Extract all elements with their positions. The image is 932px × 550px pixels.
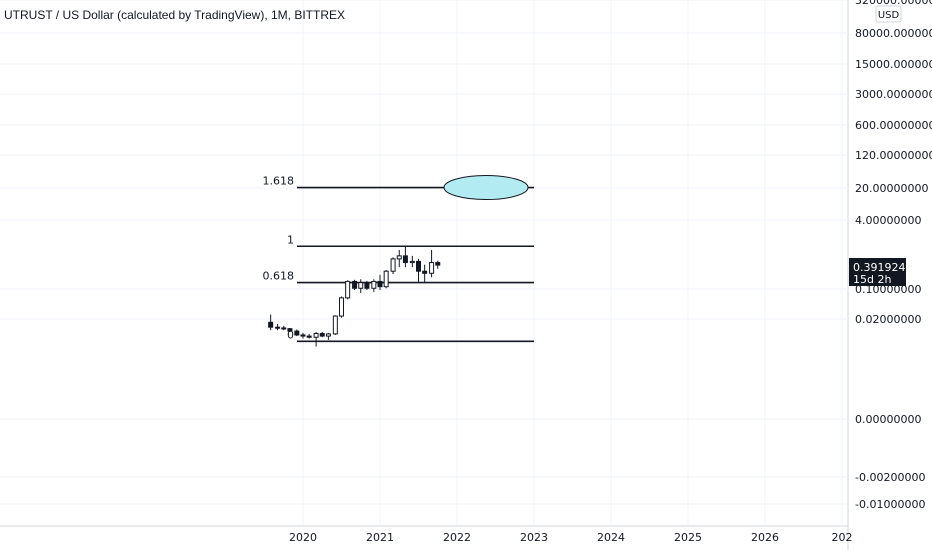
currency-button[interactable]: USD [875, 5, 902, 23]
x-tick-label: 2024 [597, 531, 625, 544]
target-zone-ellipse[interactable] [443, 175, 529, 201]
fib-level-label: 0 [287, 328, 294, 341]
y-tick-label: 120.00000000 [855, 149, 932, 162]
y-tick-label: -0.01000000 [855, 498, 925, 511]
candle [416, 258, 421, 283]
candle [306, 333, 312, 339]
candle [300, 332, 306, 339]
y-tick-label: 20.00000000 [855, 182, 928, 195]
y-tick-label: 0.02000000 [855, 313, 921, 326]
x-tick-label: 2026 [751, 531, 779, 544]
candle [383, 269, 389, 289]
candle [358, 279, 364, 293]
candle [402, 246, 408, 268]
candle [339, 296, 344, 318]
x-tick-label: 2025 [674, 531, 702, 544]
candle [319, 332, 325, 338]
candle [422, 264, 428, 283]
candles [268, 246, 441, 347]
y-tick-label: 4.00000000 [855, 214, 921, 227]
y-tick-label: 0.00000000 [855, 413, 921, 426]
candle [364, 280, 370, 290]
x-tick-label: 2021 [366, 531, 394, 544]
y-tick-label: 600.00000000 [855, 119, 932, 132]
fib-level-label: 1 [287, 233, 294, 246]
fib-level-label: 1.618 [263, 175, 295, 188]
candle [325, 332, 331, 340]
y-tick-label: 320000.00000000 [855, 0, 932, 7]
x-tick-label: 2020 [289, 531, 317, 544]
grid-lines [0, 0, 849, 550]
bar-countdown: 15d 2h [853, 273, 891, 286]
candle [352, 279, 358, 290]
y-tick-label: -0.00200000 [855, 471, 925, 484]
last-price: 0.39192423 [853, 261, 919, 274]
candle [332, 315, 338, 335]
chart-title: UTRUST / US Dollar (calculated by Tradin… [4, 8, 345, 22]
candle [435, 260, 441, 269]
y-tick-label: 3000.00000000 [855, 88, 932, 101]
last-price-tag: 0.39192423 15d 2h [849, 258, 919, 286]
candle [396, 249, 402, 268]
candle [377, 274, 383, 290]
candle [275, 324, 281, 331]
fib-level-label: 0.618 [263, 270, 295, 283]
candle [429, 249, 435, 278]
candle [294, 329, 300, 337]
y-tick-label: 0.10000000 [855, 283, 921, 296]
y-tick-label: 80000.00000000 [855, 27, 932, 40]
currency-button-label: USD [878, 10, 900, 21]
time-axis[interactable]: 2020 2021 2022 2023 2024 2025 2026 202 [289, 531, 853, 544]
candle [313, 332, 319, 347]
candle [287, 327, 293, 332]
y-tick-label: 15000.00000000 [855, 58, 932, 71]
price-axis[interactable]: 320000.00000000 80000.00000000 15000.00000… [855, 0, 932, 511]
x-tick-label: 202 [832, 531, 853, 544]
candle [345, 280, 351, 300]
candle [371, 279, 377, 292]
x-tick-label: 2023 [520, 531, 548, 544]
candle [409, 255, 415, 268]
candle [268, 314, 274, 331]
x-tick-label: 2022 [443, 531, 471, 544]
candle [281, 325, 287, 331]
candle [390, 257, 396, 275]
